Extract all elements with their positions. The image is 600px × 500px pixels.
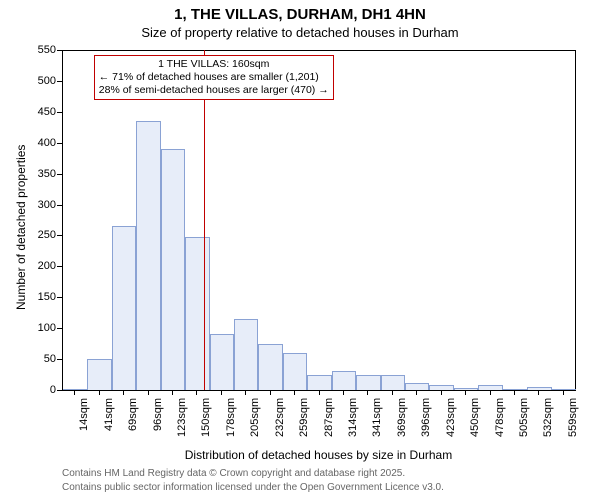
histogram-bar: [136, 121, 160, 390]
histogram-bar: [234, 319, 258, 390]
histogram-bar: [258, 344, 282, 390]
histogram-bar: [381, 375, 405, 390]
x-tick-mark: [196, 390, 197, 395]
x-tick-label: 232sqm: [274, 398, 286, 437]
histogram-bar: [356, 375, 380, 390]
footer-copyright: Contains HM Land Registry data © Crown c…: [62, 468, 405, 479]
x-tick-label: 478sqm: [494, 398, 506, 437]
x-tick-label: 69sqm: [127, 398, 139, 431]
x-tick-mark: [99, 390, 100, 395]
y-tick-label: 250: [0, 229, 56, 241]
plot-area: 1 THE VILLAS: 160sqm ← 71% of detached h…: [62, 50, 576, 391]
x-tick-label: 14sqm: [78, 398, 90, 431]
x-tick-label: 369sqm: [396, 398, 408, 437]
x-tick-mark: [294, 390, 295, 395]
y-tick-label: 50: [0, 353, 56, 365]
x-tick-mark: [123, 390, 124, 395]
x-tick-mark: [392, 390, 393, 395]
chart-title-block: 1, THE VILLAS, DURHAM, DH1 4HN Size of p…: [0, 0, 600, 40]
x-tick-mark: [319, 390, 320, 395]
y-tick-label: 200: [0, 260, 56, 272]
x-tick-label: 559sqm: [567, 398, 579, 437]
x-tick-mark: [172, 390, 173, 395]
x-tick-label: 41sqm: [103, 398, 115, 431]
annotation-line-larger: 28% of semi-detached houses are larger (…: [99, 84, 329, 97]
histogram-bar: [185, 237, 209, 390]
x-tick-label: 314sqm: [347, 398, 359, 437]
chart-subtitle: Size of property relative to detached ho…: [0, 25, 600, 40]
y-tick-label: 550: [0, 44, 56, 56]
annotation-title: 1 THE VILLAS: 160sqm: [99, 58, 329, 71]
y-tick-label: 100: [0, 322, 56, 334]
x-tick-mark: [270, 390, 271, 395]
x-tick-mark: [514, 390, 515, 395]
x-tick-label: 123sqm: [176, 398, 188, 437]
x-tick-label: 259sqm: [298, 398, 310, 437]
x-tick-mark: [221, 390, 222, 395]
histogram-bar: [210, 334, 234, 390]
histogram-bar: [161, 149, 185, 390]
x-tick-mark: [367, 390, 368, 395]
y-tick-label: 150: [0, 291, 56, 303]
x-tick-label: 505sqm: [518, 398, 530, 437]
histogram-bar: [283, 353, 307, 390]
property-marker-line: [204, 50, 205, 390]
x-tick-mark: [74, 390, 75, 395]
x-tick-mark: [563, 390, 564, 395]
histogram-bar: [307, 375, 331, 390]
histogram-bar: [87, 359, 111, 390]
x-tick-mark: [148, 390, 149, 395]
y-tick-label: 0: [0, 384, 56, 396]
x-tick-mark: [245, 390, 246, 395]
histogram-bar: [405, 383, 429, 390]
x-tick-label: 396sqm: [420, 398, 432, 437]
y-tick-label: 500: [0, 75, 56, 87]
x-tick-label: 532sqm: [542, 398, 554, 437]
x-tick-label: 341sqm: [371, 398, 383, 437]
chart-title: 1, THE VILLAS, DURHAM, DH1 4HN: [0, 6, 600, 23]
histogram-bar: [332, 371, 356, 390]
annotation-line-smaller: ← 71% of detached houses are smaller (1,…: [99, 71, 329, 84]
histogram-bar: [112, 226, 136, 390]
chart-container: 1, THE VILLAS, DURHAM, DH1 4HN Size of p…: [0, 0, 600, 500]
histogram-bar: [527, 387, 551, 390]
histogram-bar: [63, 389, 87, 390]
x-tick-label: 205sqm: [249, 398, 261, 437]
x-tick-label: 178sqm: [225, 398, 237, 437]
x-tick-label: 96sqm: [152, 398, 164, 431]
x-tick-mark: [441, 390, 442, 395]
y-tick-label: 350: [0, 168, 56, 180]
x-tick-label: 423sqm: [445, 398, 457, 437]
x-tick-label: 450sqm: [469, 398, 481, 437]
x-tick-mark: [343, 390, 344, 395]
x-tick-mark: [538, 390, 539, 395]
x-axis-label: Distribution of detached houses by size …: [62, 448, 575, 462]
y-tick-label: 400: [0, 137, 56, 149]
footer-licence: Contains public sector information licen…: [62, 482, 444, 493]
y-tick-label: 450: [0, 106, 56, 118]
x-tick-mark: [490, 390, 491, 395]
annotation-box: 1 THE VILLAS: 160sqm ← 71% of detached h…: [94, 55, 334, 100]
x-tick-label: 287sqm: [323, 398, 335, 437]
y-tick-label: 300: [0, 199, 56, 211]
x-tick-mark: [416, 390, 417, 395]
x-tick-label: 150sqm: [200, 398, 212, 437]
x-tick-mark: [465, 390, 466, 395]
